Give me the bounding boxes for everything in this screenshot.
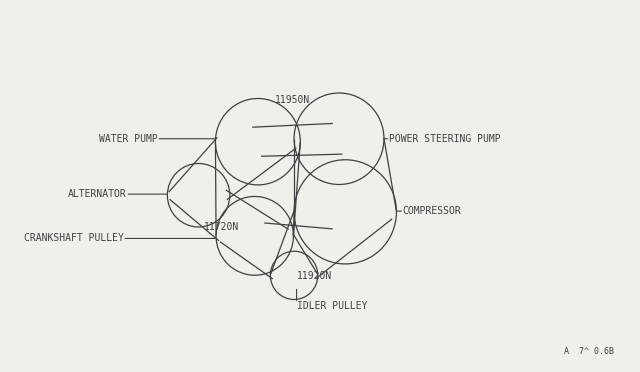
Text: WATER PUMP: WATER PUMP — [99, 134, 158, 144]
Text: 11720N: 11720N — [204, 222, 239, 232]
Text: 11950N: 11950N — [275, 95, 310, 105]
Text: IDLER PULLEY: IDLER PULLEY — [296, 301, 367, 311]
Text: A  7^ 0.6B: A 7^ 0.6B — [564, 347, 614, 356]
Text: COMPRESSOR: COMPRESSOR — [403, 206, 461, 216]
Text: ALTERNATOR: ALTERNATOR — [68, 189, 127, 199]
Text: POWER STEERING PUMP: POWER STEERING PUMP — [389, 134, 500, 144]
Text: CRANKSHAFT PULLEY: CRANKSHAFT PULLEY — [24, 233, 124, 243]
Text: 11920N: 11920N — [296, 271, 332, 281]
